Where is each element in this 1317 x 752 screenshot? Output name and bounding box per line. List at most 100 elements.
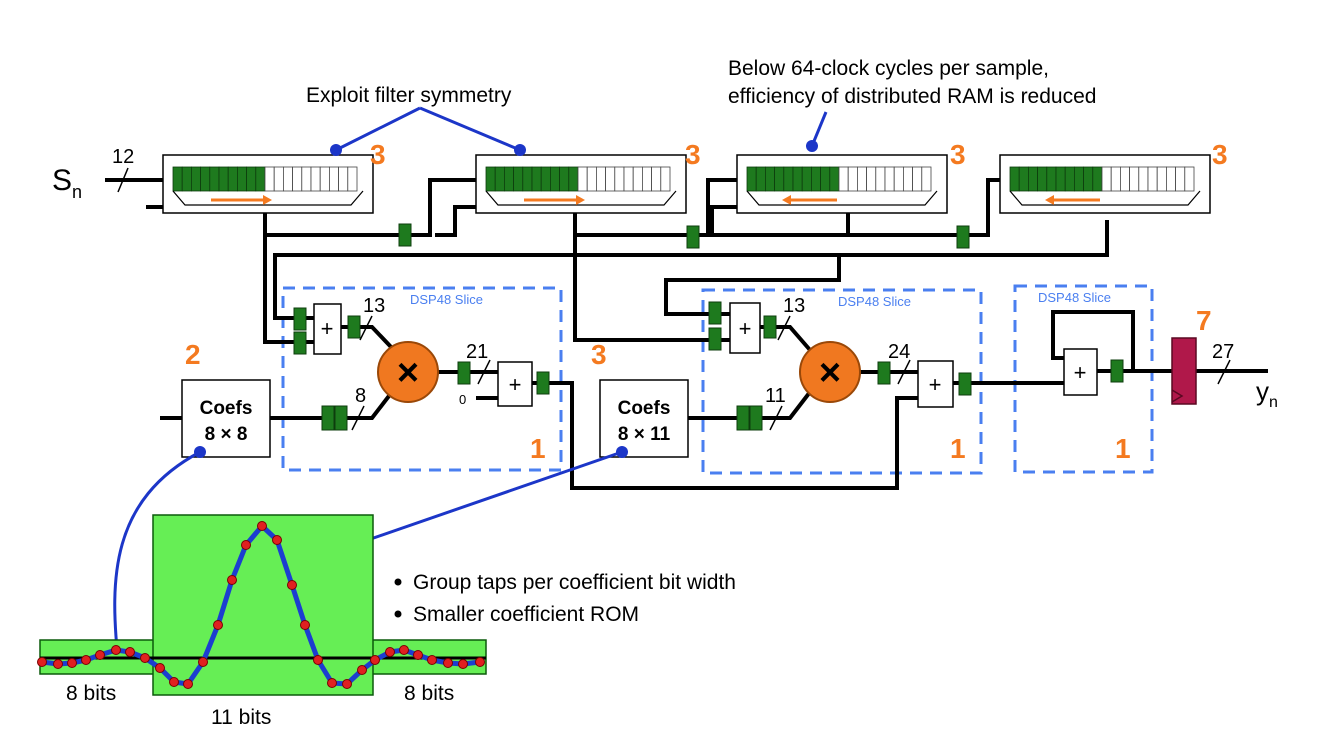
srl-cell [755, 166, 766, 192]
coef-rom-1-size: 8 × 8 [205, 424, 248, 445]
ram-note-line-2: efficiency of distributed RAM is reduced [728, 85, 1096, 108]
accumulator-adder-symbol: + [1074, 360, 1087, 385]
srl-cell [550, 166, 561, 192]
srl-cell [282, 166, 293, 192]
srl-cell [801, 166, 812, 192]
coef-rom-1-box [181, 379, 271, 458]
srl-cell [765, 166, 776, 192]
bits-label-right: 8 bits [404, 682, 454, 705]
dsp-slice-1-label: DSP48 Slice [410, 292, 483, 307]
srl-cell [605, 166, 616, 192]
srl-cell [246, 166, 257, 192]
output-register-box [1171, 337, 1197, 405]
coef-rom-2-title: Coefs [618, 398, 671, 419]
tap-point [169, 677, 179, 687]
coef-rom-2-size: 8 × 11 [618, 424, 671, 445]
srl-cell [903, 166, 914, 192]
coefficient-band-illustration: 8 bits 11 bits 8 bits [37, 514, 487, 729]
srl-cell [866, 166, 877, 192]
srl-cell [264, 166, 275, 192]
width-pre-add-1: 13 [363, 295, 385, 317]
srl-cell [338, 166, 349, 192]
srl-cell [200, 166, 211, 192]
count-dsp-2: 1 [950, 433, 966, 464]
pipeline-register [736, 405, 750, 431]
srl-cell [1037, 166, 1048, 192]
srl-block-2 [475, 154, 687, 214]
srl-cell [172, 166, 183, 192]
coef-rom-1: Coefs 8 × 8 [181, 379, 271, 458]
output-register [1171, 337, 1197, 405]
multipliers: × × [377, 341, 861, 403]
srl-cell [1184, 166, 1195, 192]
dsp-slice-3-boundary [1013, 284, 1154, 474]
pipeline-register [708, 327, 722, 351]
srl-cell [893, 166, 904, 192]
srl-cell [1083, 166, 1094, 192]
post-adder-1-symbol: + [509, 372, 522, 397]
tap-point [443, 658, 453, 668]
width-coef-1: 8 [355, 385, 366, 407]
srl-cell [1147, 166, 1158, 192]
srl-cell [540, 166, 551, 192]
srl-cell [651, 166, 662, 192]
srl-cell [236, 166, 247, 192]
srl-cell [209, 166, 220, 192]
srl-cell [783, 166, 794, 192]
count-srl-4: 3 [1212, 139, 1228, 170]
tap-point [427, 655, 437, 665]
tap-point [140, 653, 150, 663]
srl-cell [328, 166, 339, 192]
srl-cell [273, 166, 284, 192]
tap-point [183, 679, 193, 689]
srl-cell [522, 166, 533, 192]
srl-cell [503, 166, 514, 192]
ram-note-line-1: Below 64-clock cycles per sample, [728, 57, 1049, 80]
arrow-head-icon [576, 195, 585, 205]
post-adder-1 [497, 361, 533, 407]
bits-label-center: 11 bits [211, 706, 271, 729]
pipeline-register [956, 225, 970, 249]
srl-tray [172, 190, 364, 206]
pipeline-register [958, 372, 972, 396]
tap-point [385, 647, 395, 657]
coef-rom-1-title: Coefs [200, 398, 253, 419]
count-srl-2: 3 [685, 139, 701, 170]
width-output: 27 [1212, 341, 1234, 363]
tap-point [95, 650, 105, 660]
srl-block-1 [162, 154, 374, 214]
srl-cell [838, 166, 849, 192]
width-zero: 0 [459, 392, 466, 407]
srl-tray [1009, 190, 1201, 206]
multiplier-1-symbol: × [397, 352, 419, 394]
srl-cell [1129, 166, 1140, 192]
pipeline-register [686, 225, 700, 249]
pipeline-register [321, 405, 335, 431]
tap-point [241, 540, 251, 550]
tap-point [399, 645, 409, 655]
count-dsp-3: 1 [1115, 433, 1131, 464]
post-adder-2-symbol: + [929, 372, 942, 397]
srl-cell [857, 166, 868, 192]
pre-adder-2 [729, 302, 761, 354]
bits-label-left: 8 bits [66, 682, 116, 705]
tap-point [67, 658, 77, 668]
pipeline-register [763, 315, 777, 339]
bullet-list: Group taps per coefficient bit width Sma… [394, 571, 736, 626]
srl-cell [1175, 166, 1186, 192]
width-coef-2: 11 [765, 385, 786, 407]
srl-cell [792, 166, 803, 192]
tap-point [327, 678, 337, 688]
tap-point [111, 645, 121, 655]
coef-band-11bit [152, 514, 374, 696]
bullet-item-1: Group taps per coefficient bit width [413, 571, 736, 594]
resource-counts: 3 3 3 3 2 3 1 1 1 7 [185, 139, 1228, 464]
tap-point [357, 665, 367, 675]
srl-cell [820, 166, 831, 192]
srl-cell [623, 166, 634, 192]
tap-point [125, 647, 135, 657]
srl-cell [577, 166, 588, 192]
tap-point [300, 620, 310, 630]
tap-point [81, 655, 91, 665]
multiplier-2 [799, 341, 861, 403]
